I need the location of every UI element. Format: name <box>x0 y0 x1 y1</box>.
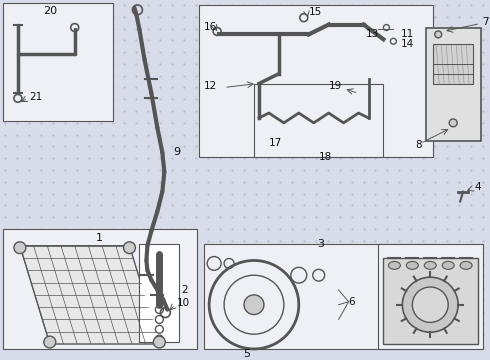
Circle shape <box>449 119 457 127</box>
Ellipse shape <box>389 261 400 269</box>
Text: 9: 9 <box>173 147 180 157</box>
Text: 8: 8 <box>416 140 422 150</box>
Bar <box>3 3 113 121</box>
Text: 14: 14 <box>400 39 414 49</box>
Circle shape <box>244 295 264 315</box>
Bar <box>140 244 179 342</box>
Bar <box>3 229 197 349</box>
Text: 4: 4 <box>474 182 481 192</box>
Text: 10: 10 <box>177 298 191 308</box>
Text: 21: 21 <box>29 92 42 102</box>
Circle shape <box>14 242 26 253</box>
Text: 7: 7 <box>482 17 489 27</box>
Bar <box>254 84 384 157</box>
Text: 12: 12 <box>204 81 218 91</box>
Ellipse shape <box>406 261 418 269</box>
Text: 5: 5 <box>244 349 250 359</box>
Bar <box>426 27 481 140</box>
Polygon shape <box>384 257 478 344</box>
Text: 2: 2 <box>181 285 188 295</box>
Text: 18: 18 <box>318 152 332 162</box>
Bar <box>204 244 438 349</box>
Text: 1: 1 <box>96 233 103 243</box>
Circle shape <box>44 336 56 348</box>
Text: 15: 15 <box>309 7 322 17</box>
Bar <box>199 5 433 157</box>
Circle shape <box>153 336 165 348</box>
Text: 16: 16 <box>204 22 218 32</box>
Ellipse shape <box>424 261 436 269</box>
Ellipse shape <box>442 261 454 269</box>
Text: 11: 11 <box>400 30 414 39</box>
Circle shape <box>402 277 458 332</box>
Circle shape <box>412 287 448 323</box>
Polygon shape <box>20 246 159 344</box>
Text: 19: 19 <box>329 81 342 91</box>
Text: 6: 6 <box>348 297 355 307</box>
Text: 20: 20 <box>43 6 57 16</box>
Bar <box>378 244 483 349</box>
Text: 13: 13 <box>366 30 379 39</box>
Text: 17: 17 <box>269 138 282 148</box>
Text: 3: 3 <box>317 239 324 249</box>
Circle shape <box>123 242 135 253</box>
Ellipse shape <box>460 261 472 269</box>
Circle shape <box>435 31 441 38</box>
Bar <box>433 44 473 84</box>
